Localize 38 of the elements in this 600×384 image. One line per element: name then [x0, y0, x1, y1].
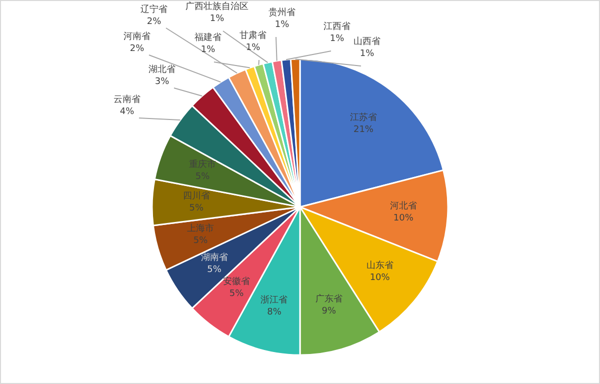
slice-label: 上海市 [187, 222, 214, 234]
data-label: 10% [370, 273, 390, 284]
data-label: 1% [360, 49, 375, 59]
slice-label: 江西省 [324, 21, 350, 32]
data-label: 1% [274, 20, 290, 30]
data-label: 21% [353, 125, 374, 136]
data-label: 2% [146, 17, 162, 27]
slice-label: 广东省 [315, 293, 342, 304]
data-label: 3% [154, 77, 170, 87]
slice-label: 湖北省 [148, 64, 176, 75]
data-label: 5% [207, 265, 222, 276]
data-label: 8% [267, 307, 282, 318]
slice-label: 江苏省 [350, 112, 377, 124]
data-label: 5% [189, 204, 204, 214]
slice-label: 河北省 [390, 200, 417, 212]
data-label: 1% [200, 45, 216, 55]
slice-label: 四川省 [182, 190, 210, 202]
data-label: 1% [246, 43, 261, 53]
data-label: 1% [330, 34, 345, 44]
slice-label: 甘肃省 [240, 30, 266, 41]
slice-label: 广西壮族自治区 [186, 1, 248, 12]
slice-label: 辽宁省 [140, 4, 168, 15]
slice-label: 湖南省 [200, 252, 228, 264]
slice-label: 浙江省 [260, 294, 288, 306]
data-label: 5% [229, 288, 244, 299]
slice-label: 山东省 [366, 260, 394, 272]
slice-label: 福建省 [194, 32, 222, 43]
data-label: 1% [210, 14, 225, 24]
data-label: 10% [393, 214, 414, 224]
slice-label: 河南省 [124, 31, 150, 42]
slice-label: 贵州省 [268, 7, 296, 18]
data-label: 9% [322, 306, 336, 316]
slice-label: 云南省 [114, 94, 140, 105]
data-label: 5% [193, 236, 208, 246]
slice-label: 山西省 [354, 36, 380, 47]
data-label: 2% [130, 44, 145, 54]
data-label: 4% [120, 107, 135, 117]
slice-label: 安徽省 [223, 276, 250, 287]
